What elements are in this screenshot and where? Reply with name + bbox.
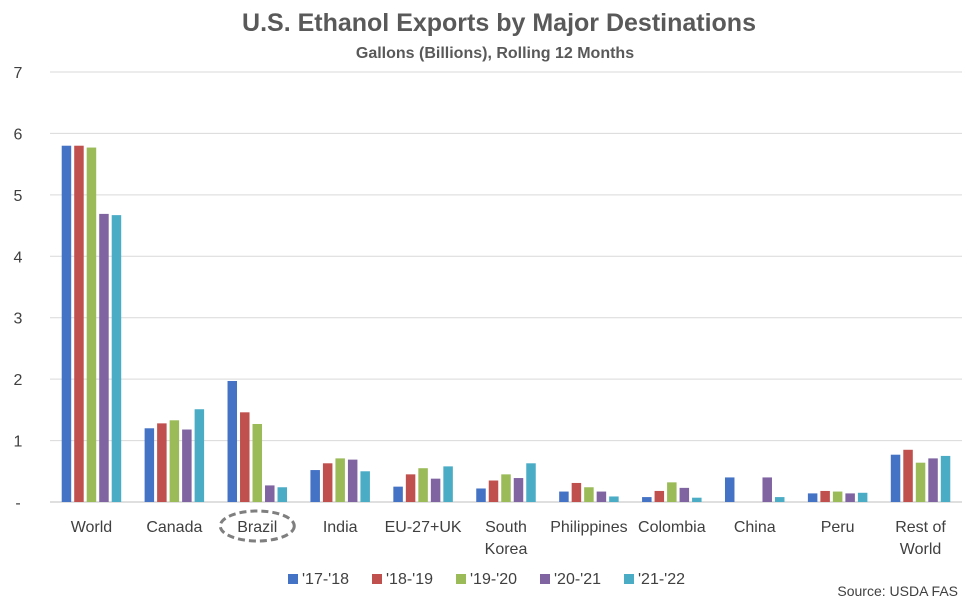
bar: [642, 497, 652, 502]
bar: [571, 482, 582, 502]
bar: [774, 497, 785, 502]
y-axis: - 1 2 3 4 5 6 7: [14, 65, 23, 512]
bar: [724, 477, 735, 502]
x-tick-label: Colombia: [638, 519, 706, 536]
bar: [845, 493, 855, 502]
y-tick-label: -: [15, 495, 20, 512]
bar: [227, 380, 238, 502]
x-tick-label: World: [71, 519, 113, 536]
bar: [526, 463, 536, 502]
x-tick-label: Korea: [485, 541, 528, 558]
bar: [820, 490, 830, 502]
bar: [252, 423, 263, 502]
bar: [111, 215, 122, 502]
legend: '17-'18 '18-'19 '19-'20 '20-'21 '21-'22: [288, 571, 685, 588]
legend-swatch: [624, 574, 634, 584]
legend-swatch: [456, 574, 466, 584]
source-note: Source: USDA FAS: [837, 583, 958, 599]
bar: [654, 490, 665, 502]
bar: [807, 493, 818, 502]
bar: [596, 491, 607, 502]
bar: [240, 412, 250, 502]
bar: [322, 463, 333, 502]
y-tick-label: 7: [14, 65, 23, 82]
bar: [762, 477, 772, 502]
x-tick-label: South: [485, 519, 527, 536]
legend-swatch: [288, 574, 298, 584]
bar: [609, 496, 619, 502]
bar: [335, 458, 345, 502]
bar: [360, 471, 370, 502]
bar: [667, 482, 677, 502]
x-tick-label: China: [734, 519, 776, 536]
bar: [890, 454, 901, 502]
y-tick-label: 6: [14, 126, 23, 143]
x-axis: World Canada Brazil India EU-27+UK South Korea…: [71, 509, 946, 558]
legend-swatch: [540, 574, 550, 584]
y-tick-label: 1: [14, 434, 23, 451]
bar: [61, 145, 72, 502]
x-tick-label: Canada: [146, 519, 202, 536]
legend-label: '17-'18: [302, 571, 349, 588]
bars: [61, 145, 951, 503]
bar: [443, 466, 453, 502]
x-tick-label: World: [900, 541, 942, 558]
bar: [501, 474, 511, 502]
x-tick-label: Peru: [821, 519, 855, 536]
bar: [832, 491, 843, 502]
bar: [584, 487, 594, 502]
chart-subtitle: Gallons (Billions), Rolling 12 Months: [356, 45, 634, 62]
bar: [559, 491, 569, 502]
bar: [74, 145, 84, 502]
y-tick-label: 3: [14, 311, 23, 328]
bar: [430, 478, 441, 502]
bar: [86, 147, 97, 503]
bar: [144, 428, 155, 502]
x-tick-label: Philippines: [550, 519, 627, 536]
x-tick-label: Rest of: [895, 519, 946, 536]
legend-label: '20-'21: [554, 571, 601, 588]
legend-label: '21-'22: [638, 571, 685, 588]
chart-title: U.S. Ethanol Exports by Major Destinatio…: [242, 9, 756, 37]
bar: [157, 423, 167, 502]
x-tick-label: Brazil: [237, 519, 277, 536]
bar: [928, 458, 938, 502]
bar: [857, 492, 868, 502]
bar: [194, 409, 205, 502]
bar: [915, 462, 926, 502]
bar: [182, 429, 192, 502]
bar: [277, 487, 288, 502]
bar: [310, 470, 320, 502]
bar: [692, 497, 702, 502]
bar: [169, 420, 180, 502]
highlight-ellipse: [218, 509, 296, 543]
bar: [99, 213, 109, 502]
bar: [940, 455, 951, 502]
bar: [418, 468, 428, 502]
y-tick-label: 2: [14, 372, 23, 389]
bar: [679, 487, 690, 502]
bar: [405, 474, 416, 502]
bar: [393, 486, 403, 502]
y-tick-label: 4: [14, 249, 23, 266]
bar: [347, 459, 358, 502]
bar: [903, 449, 913, 502]
legend-swatch: [372, 574, 382, 584]
x-tick-label: EU-27+UK: [385, 519, 462, 536]
bar: [265, 485, 275, 502]
bar: [488, 480, 499, 502]
bar: [513, 478, 524, 502]
y-tick-label: 5: [14, 188, 23, 205]
legend-label: '19-'20: [470, 571, 517, 588]
legend-label: '18-'19: [386, 571, 433, 588]
x-tick-label: India: [323, 519, 358, 536]
bar: [476, 488, 486, 502]
